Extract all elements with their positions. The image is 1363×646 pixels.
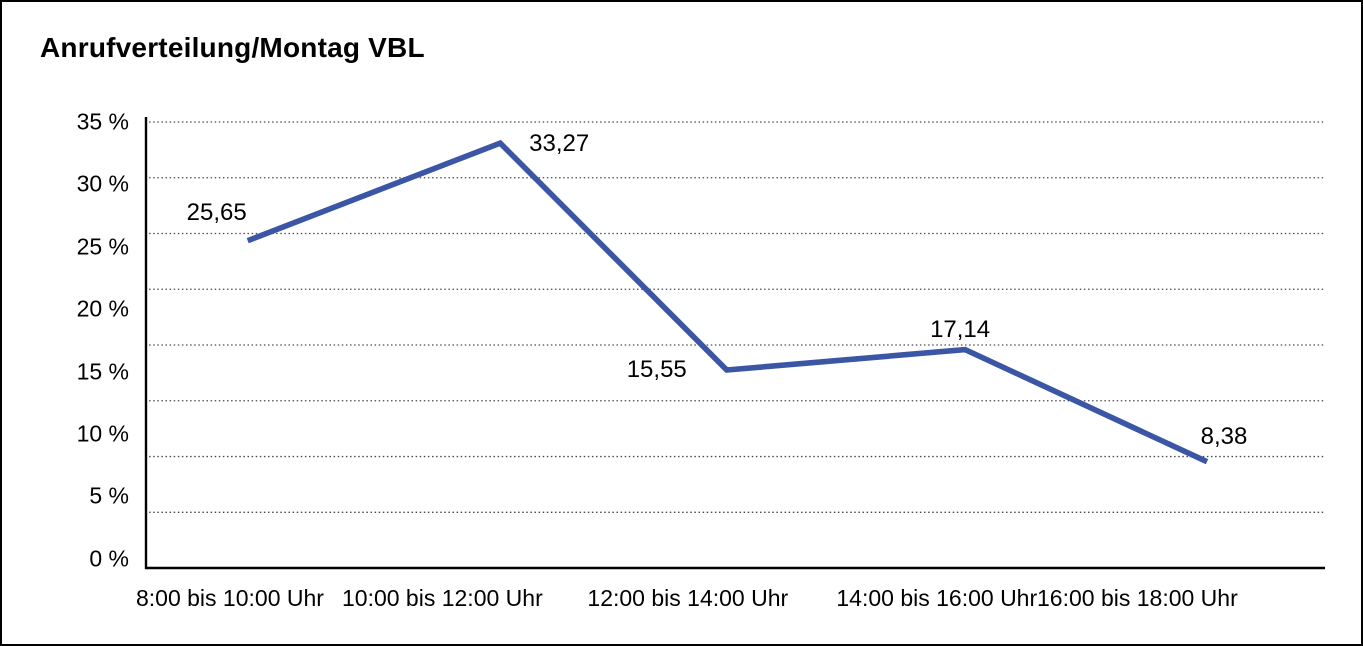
x-tick-label: 16:00 bis 18:00 Uhr [1037,585,1238,611]
plot-area: 25,65 33,27 15,55 17,14 8,38 [144,117,1325,570]
x-tick-label: 12:00 bis 14:00 Uhr [587,585,789,611]
y-tick-label: 35 % [76,108,129,135]
data-label: 25,65 [186,198,247,226]
y-tick-label: 10 % [76,420,129,447]
y-tick-label: 0 % [89,545,129,572]
x-tick-label: 10:00 bis 12:00 Uhr [341,585,543,611]
x-tick-label: 8:00 bis 10:00 Uhr [135,585,324,611]
chart-title: Anrufverteilung/Montag VBL [40,32,425,63]
y-axis-labels: 35 % 30 % 25 % 20 % 15 % 10 % 5 % 0 % [2,109,129,572]
y-tick-label: 25 % [76,233,129,260]
data-label: 8,38 [1200,422,1248,450]
y-tick-label: 30 % [76,170,129,197]
data-label: 17,14 [930,315,991,343]
x-axis-labels: 8:00 bis 10:00 Uhr 10:00 bis 12:00 Uhr 12:… [136,585,1325,617]
y-tick-label: 20 % [76,295,129,322]
chart-svg [144,117,1325,570]
x-tick-label: 14:00 bis 16:00 Uhr [836,585,1038,611]
y-tick-label: 15 % [76,358,129,385]
data-label: 33,27 [529,130,590,158]
data-line [246,139,1209,465]
data-label: 15,55 [626,355,687,383]
y-tick-label: 5 % [89,482,129,509]
